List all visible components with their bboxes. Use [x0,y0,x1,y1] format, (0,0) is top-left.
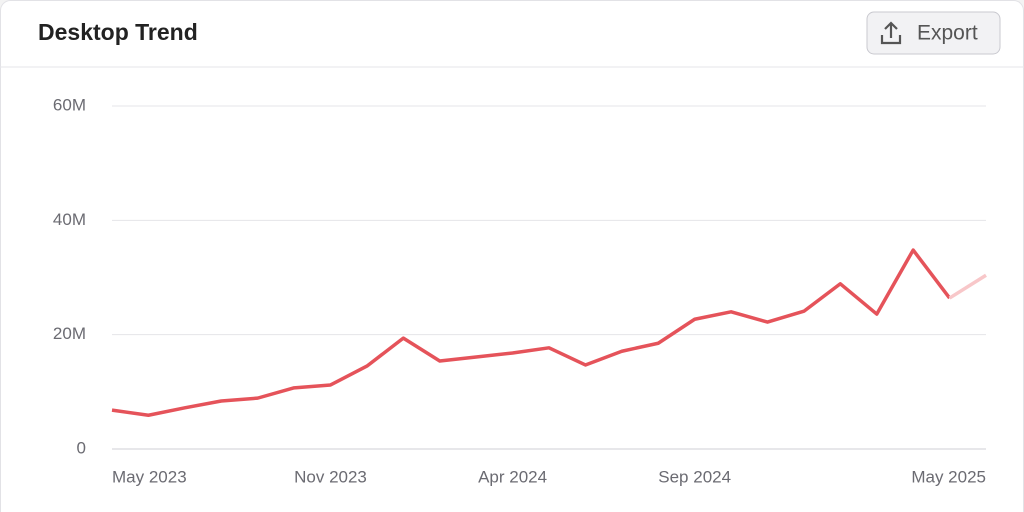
x-tick-label: Nov 2023 [294,467,367,486]
trend-line [111,248,951,418]
x-tick-label: Apr 2024 [478,467,547,486]
export-button[interactable]: Export [866,11,1001,55]
y-tick-label: 0 [77,438,86,457]
incomplete-line [948,273,987,300]
y-tick-label: 20M [53,324,86,343]
y-tick-label: 40M [53,210,86,229]
x-tick-label: May 2025 [911,467,986,486]
chart-title: Desktop Trend [38,19,198,45]
y-tick-label: 60M [53,95,86,114]
x-tick-label: Sep 2024 [658,467,731,486]
export-label[interactable]: Export [917,22,978,45]
export-icon[interactable] [880,21,902,45]
x-tick-label: May 2023 [112,467,187,486]
